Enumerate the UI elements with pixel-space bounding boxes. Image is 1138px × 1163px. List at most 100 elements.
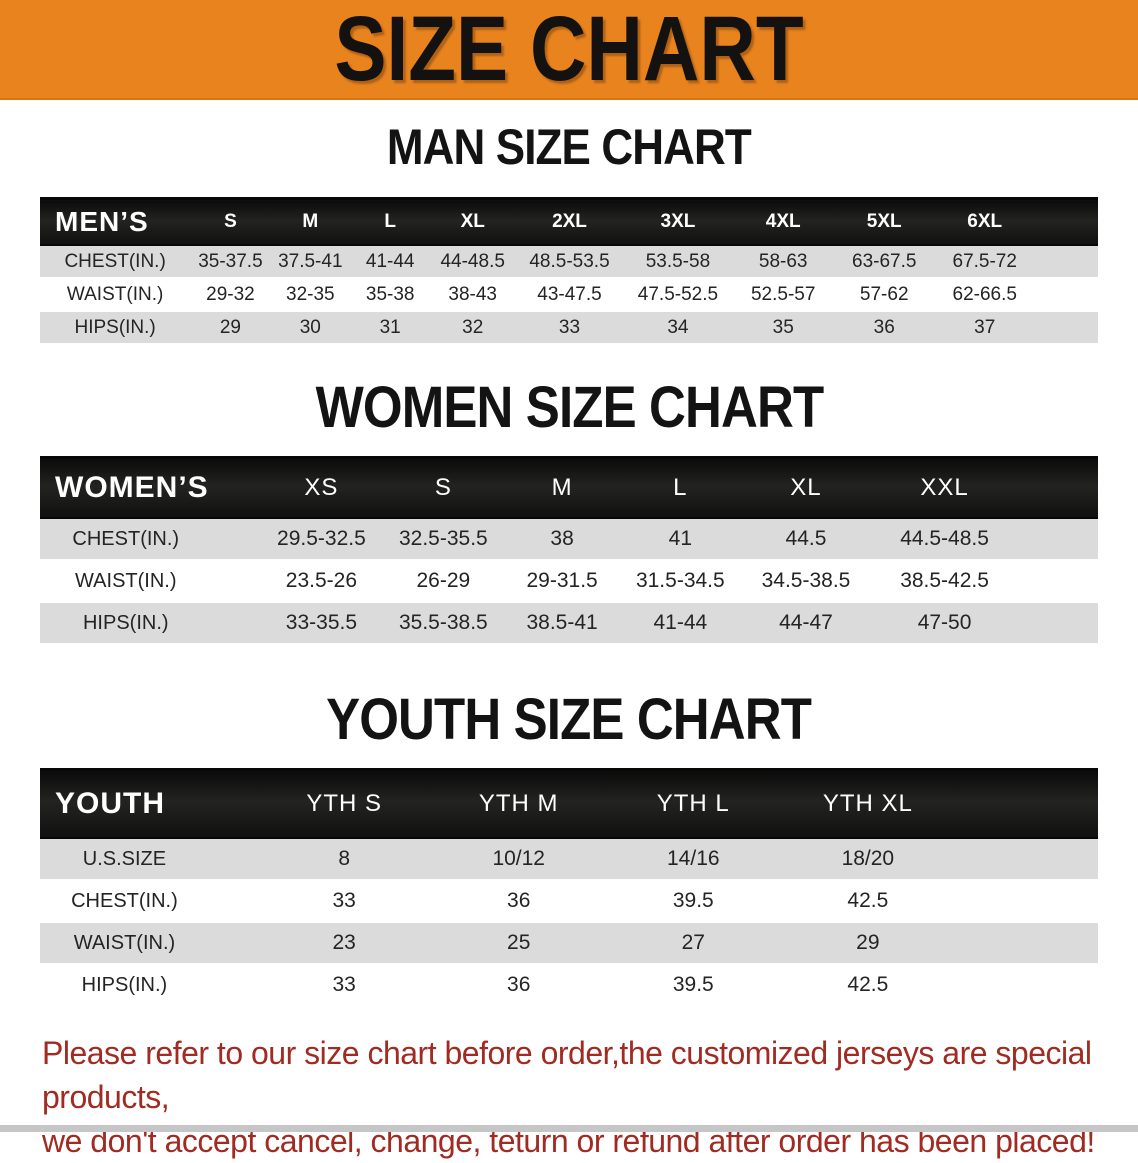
cell-value: 35-37.5 xyxy=(190,245,271,279)
cell-value: 37 xyxy=(933,311,1036,345)
cell-value: 33 xyxy=(515,311,624,345)
cell-value: 47.5-52.5 xyxy=(623,278,732,312)
cell-value: 43-47.5 xyxy=(515,278,624,312)
size-column-header: YTH L xyxy=(606,768,781,839)
cell-value: 23 xyxy=(256,922,432,965)
cell-value: 34.5-38.5 xyxy=(739,560,873,603)
size-column-header: 3XL xyxy=(623,197,732,246)
cell-value: 62-66.5 xyxy=(933,278,1036,312)
row-label: CHEST(IN.) xyxy=(40,518,260,561)
cell-value: 39.5 xyxy=(606,880,781,923)
women-size-chart-section: WOMEN SIZE CHART WOMEN’S XS S M L XL XXL CHEST(… xyxy=(0,379,1138,645)
cell-value: 29.5-32.5 xyxy=(259,518,384,561)
cell-spacer xyxy=(1017,602,1098,645)
cell-value: 44-48.5 xyxy=(430,245,516,279)
cell-value: 31.5-34.5 xyxy=(620,560,740,603)
cell-value: 30 xyxy=(270,311,350,345)
cell-value: 33 xyxy=(256,964,432,1007)
cell-value: 42.5 xyxy=(780,880,956,923)
cell-spacer xyxy=(1035,278,1098,312)
cell-spacer xyxy=(1017,560,1098,603)
cell-spacer xyxy=(955,922,1098,965)
cell-value: 37.5-41 xyxy=(270,245,350,279)
cell-value: 36 xyxy=(431,964,606,1007)
women-chart-title: WOMEN SIZE CHART xyxy=(0,379,1138,437)
cell-value: 33-35.5 xyxy=(259,602,384,645)
row-label: WAIST(IN.) xyxy=(40,560,260,603)
size-column-header: M xyxy=(503,456,621,519)
cell-value: 29 xyxy=(780,922,956,965)
man-size-chart-section: MAN SIZE CHART MEN’S S M L XL 2XL 3XL 4XL 5XL 6XL… xyxy=(0,122,1138,345)
header-row: YOUTH YTH S YTH M YTH L YTH XL xyxy=(40,768,1098,839)
table-row: HIPS(IN.) 33 36 39.5 42.5 xyxy=(40,964,1098,1007)
cell-spacer xyxy=(1035,311,1098,345)
size-column-header: 6XL xyxy=(933,197,1036,246)
cell-value: 58-63 xyxy=(731,245,835,279)
header-row: WOMEN’S XS S M L XL XXL xyxy=(40,456,1098,519)
cell-value: 63-67.5 xyxy=(834,245,934,279)
cell-value: 23.5-26 xyxy=(259,560,384,603)
cell-value: 27 xyxy=(606,922,781,965)
women-size-table: WOMEN’S XS S M L XL XXL CHEST(IN.) 29.5-32.5 32.5… xyxy=(40,456,1098,645)
cell-value: 38 xyxy=(503,518,621,561)
row-label: U.S.SIZE xyxy=(40,838,257,881)
banner-title: SIZE CHART xyxy=(293,3,845,95)
size-column-header: XL xyxy=(739,456,873,519)
women-chart-title-text: WOMEN SIZE CHART xyxy=(315,375,824,440)
cell-value: 32 xyxy=(430,311,516,345)
table-group-label: WOMEN’S xyxy=(40,456,260,519)
cell-value: 29-32 xyxy=(190,278,271,312)
youth-size-chart-section: YOUTH SIZE CHART YOUTH YTH S YTH M YTH L YTH… xyxy=(0,691,1138,1007)
table-row: WAIST(IN.) 23.5-26 26-29 29-31.5 31.5-34.5 34… xyxy=(40,560,1098,603)
table-group-label: MEN’S xyxy=(40,197,191,246)
cell-value: 53.5-58 xyxy=(623,245,732,279)
cell-value: 25 xyxy=(431,922,606,965)
cell-value: 18/20 xyxy=(780,838,956,881)
size-column-header: 2XL xyxy=(515,197,624,246)
row-label: HIPS(IN.) xyxy=(40,964,257,1007)
cell-spacer xyxy=(1017,518,1098,561)
table-row: HIPS(IN.) 33-35.5 35.5-38.5 38.5-41 41-44 44-… xyxy=(40,602,1098,645)
table-row: U.S.SIZE 8 10/12 14/16 18/20 xyxy=(40,838,1098,881)
size-column-header: L xyxy=(349,197,431,246)
row-label: CHEST(IN.) xyxy=(40,245,191,279)
cell-value: 31 xyxy=(349,311,431,345)
size-column-header: YTH S xyxy=(256,768,432,839)
header-spacer xyxy=(1017,456,1098,519)
table-row: WAIST(IN.) 23 25 27 29 xyxy=(40,922,1098,965)
cell-value: 29-31.5 xyxy=(503,560,621,603)
cell-value: 36 xyxy=(834,311,934,345)
cell-value: 29 xyxy=(190,311,271,345)
row-label: WAIST(IN.) xyxy=(40,922,257,965)
cell-value: 67.5-72 xyxy=(933,245,1036,279)
cell-value: 35-38 xyxy=(349,278,431,312)
cell-value: 44.5 xyxy=(739,518,873,561)
table-row: WAIST(IN.) 29-32 32-35 35-38 38-43 43-47.5 47.… xyxy=(40,278,1098,312)
size-column-header: 5XL xyxy=(834,197,934,246)
cell-value: 32-35 xyxy=(270,278,350,312)
row-label: CHEST(IN.) xyxy=(40,880,257,923)
cell-value: 52.5-57 xyxy=(731,278,835,312)
size-column-header: S xyxy=(383,456,504,519)
header-row: MEN’S S M L XL 2XL 3XL 4XL 5XL 6XL xyxy=(40,197,1098,246)
size-column-header: S xyxy=(190,197,271,246)
row-label: WAIST(IN.) xyxy=(40,278,191,312)
youth-chart-title-text: YOUTH SIZE CHART xyxy=(326,687,813,752)
cell-value: 8 xyxy=(256,838,432,881)
youth-size-table: YOUTH YTH S YTH M YTH L YTH XL U.S.SIZE 8 10/12… xyxy=(40,768,1098,1007)
row-label: HIPS(IN.) xyxy=(40,602,260,645)
cell-value: 34 xyxy=(623,311,732,345)
men-size-table: MEN’S S M L XL 2XL 3XL 4XL 5XL 6XL CHEST(IN.) 35-37… xyxy=(40,197,1098,345)
size-column-header: M xyxy=(270,197,350,246)
youth-chart-title: YOUTH SIZE CHART xyxy=(0,691,1138,749)
size-column-header: L xyxy=(620,456,740,519)
cell-value: 38-43 xyxy=(430,278,516,312)
disclaimer-note: Please refer to our size chart before or… xyxy=(0,1031,1138,1163)
cell-value: 38.5-42.5 xyxy=(872,560,1018,603)
cell-value: 32.5-35.5 xyxy=(383,518,504,561)
table-row: CHEST(IN.) 35-37.5 37.5-41 41-44 44-48.5 48.5… xyxy=(40,245,1098,279)
bottom-divider xyxy=(0,1125,1138,1132)
cell-value: 38.5-41 xyxy=(503,602,621,645)
cell-value: 57-62 xyxy=(834,278,934,312)
cell-value: 42.5 xyxy=(780,964,956,1007)
